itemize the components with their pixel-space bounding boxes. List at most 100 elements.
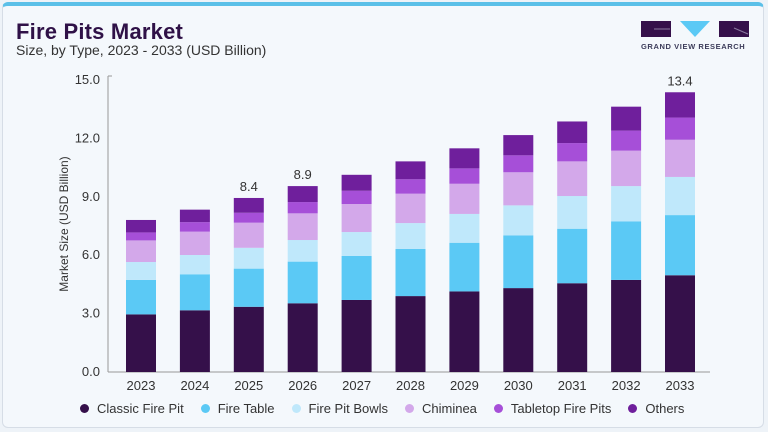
bar-segment-fire-table <box>503 235 534 289</box>
bar-segment-tabletop-fire-pits <box>341 190 372 205</box>
x-tick-label: 2024 <box>180 378 209 393</box>
bar-segment-tabletop-fire-pits <box>503 155 534 173</box>
bar-segment-others <box>179 209 210 223</box>
x-tick-label: 2029 <box>450 378 479 393</box>
bar-segment-fire-pit-bowls <box>179 255 210 275</box>
legend: Classic Fire Pit Fire Table Fire Pit Bowls… <box>80 401 701 416</box>
bar-segment-others <box>557 121 588 144</box>
bar-segment-chiminea <box>233 222 264 248</box>
bar-segment-others <box>395 161 426 180</box>
legend-item: Chiminea <box>405 401 477 416</box>
bar-segment-others <box>503 135 534 156</box>
bar-segment-fire-pit-bowls <box>665 176 695 216</box>
legend-item: Fire Table <box>200 401 275 416</box>
bar-segment-chiminea <box>179 231 210 256</box>
bar-segment-fire-table <box>179 274 210 311</box>
bar-segment-chiminea <box>449 183 480 214</box>
bar-segment-tabletop-fire-pits <box>395 179 426 194</box>
bar-segment-tabletop-fire-pits <box>179 222 210 232</box>
bar-segment-fire-table <box>665 215 695 276</box>
bar-segment-others <box>341 174 372 191</box>
legend-dot-icon <box>291 404 301 413</box>
bar-segment-chiminea <box>287 213 318 241</box>
bar-segment-chiminea <box>395 193 426 224</box>
data-label: 8.4 <box>240 179 258 194</box>
y-tick-label: 6.0 <box>82 247 100 262</box>
bar-segment-others <box>287 186 318 203</box>
chart-title: Fire Pits Market <box>16 19 184 44</box>
logo-text: GRAND VIEW RESEARCH <box>641 42 746 51</box>
legend-dot-icon <box>493 404 503 413</box>
legend-dot-icon <box>200 404 210 413</box>
bar-segment-chiminea <box>611 150 642 187</box>
bar-segment-others <box>611 106 642 131</box>
legend-label: Chiminea <box>422 401 477 416</box>
bar-segment-fire-table <box>233 268 264 307</box>
legend-item: Fire Pit Bowls <box>291 401 388 416</box>
legend-item: Others <box>628 401 684 416</box>
legend-dot-icon <box>80 404 89 413</box>
bar-segment-classic-fire-pit <box>287 303 318 372</box>
bar-segment-tabletop-fire-pits <box>557 143 588 162</box>
legend-label: Classic Fire Pit <box>97 401 184 416</box>
x-tick-label: 2033 <box>666 378 695 393</box>
x-tick-label: 2028 <box>396 378 425 393</box>
bar-segment-fire-table <box>341 255 372 300</box>
bar-segment-chiminea <box>557 161 588 197</box>
bar-segment-fire-table <box>287 261 318 304</box>
bar-segment-classic-fire-pit <box>179 310 210 372</box>
x-tick-label: 2023 <box>127 378 156 393</box>
x-tick-label: 2026 <box>288 378 317 393</box>
y-axis-label: Market Size (USD Billion) <box>57 156 71 291</box>
x-tick-label: 2027 <box>342 378 371 393</box>
grand-view-research-logo <box>641 21 749 37</box>
y-tick-label: 9.0 <box>82 189 100 204</box>
bar-segment-fire-pit-bowls <box>341 232 372 256</box>
x-tick-label: 2030 <box>504 378 533 393</box>
bar-segment-tabletop-fire-pits <box>449 168 480 184</box>
bar-segment-tabletop-fire-pits <box>665 117 695 140</box>
bar-segment-classic-fire-pit <box>449 291 480 372</box>
bar-segment-fire-pit-bowls <box>449 213 480 243</box>
legend-item: Classic Fire Pit <box>80 401 184 416</box>
x-tick-label: 2025 <box>234 378 263 393</box>
bar-segment-fire-table <box>611 221 642 280</box>
bar-segment-chiminea <box>665 139 695 177</box>
bar-segment-classic-fire-pit <box>611 279 642 372</box>
bar-segment-fire-pit-bowls <box>503 205 534 236</box>
bar-segment-fire-table <box>449 242 480 292</box>
bar-segment-classic-fire-pit <box>341 299 372 372</box>
y-tick-label: 3.0 <box>82 306 100 321</box>
legend-label: Tabletop Fire Pits <box>510 401 612 416</box>
x-tick-label: 2032 <box>612 378 641 393</box>
bar-segment-fire-table <box>557 228 588 284</box>
data-label: 13.4 <box>667 73 692 88</box>
bar-segment-fire-table <box>126 279 156 315</box>
bar-segment-fire-pit-bowls <box>611 186 642 222</box>
bar-segment-tabletop-fire-pits <box>287 202 318 214</box>
y-tick-label: 15.0 <box>75 72 100 87</box>
data-label: 8.9 <box>294 167 312 182</box>
y-tick-label: 0.0 <box>82 364 100 379</box>
bar-segment-classic-fire-pit <box>503 288 534 372</box>
x-tick-label: 2031 <box>558 378 587 393</box>
bar-segment-classic-fire-pit <box>665 275 695 372</box>
legend-dot-icon <box>628 404 638 413</box>
bar-segment-classic-fire-pit <box>126 314 156 372</box>
bar-segment-fire-pit-bowls <box>557 196 588 229</box>
legend-dot-icon <box>405 404 414 413</box>
chart-subtitle: Size, by Type, 2023 - 2033 (USD Billion) <box>16 42 267 58</box>
bar-segment-tabletop-fire-pits <box>126 232 156 241</box>
bar-segment-classic-fire-pit <box>233 306 264 372</box>
bar-segment-others <box>233 197 264 213</box>
legend-item: Tabletop Fire Pits <box>493 401 612 416</box>
bar-segment-fire-pit-bowls <box>395 223 426 249</box>
y-tick-label: 12.0 <box>75 130 100 145</box>
bar-segment-classic-fire-pit <box>557 283 588 372</box>
bar-segment-fire-pit-bowls <box>233 247 264 269</box>
bar-segment-tabletop-fire-pits <box>611 130 642 151</box>
bar-segment-others <box>665 92 695 118</box>
bar-segment-others <box>126 219 156 233</box>
legend-label: Fire Pit Bowls <box>308 401 388 416</box>
